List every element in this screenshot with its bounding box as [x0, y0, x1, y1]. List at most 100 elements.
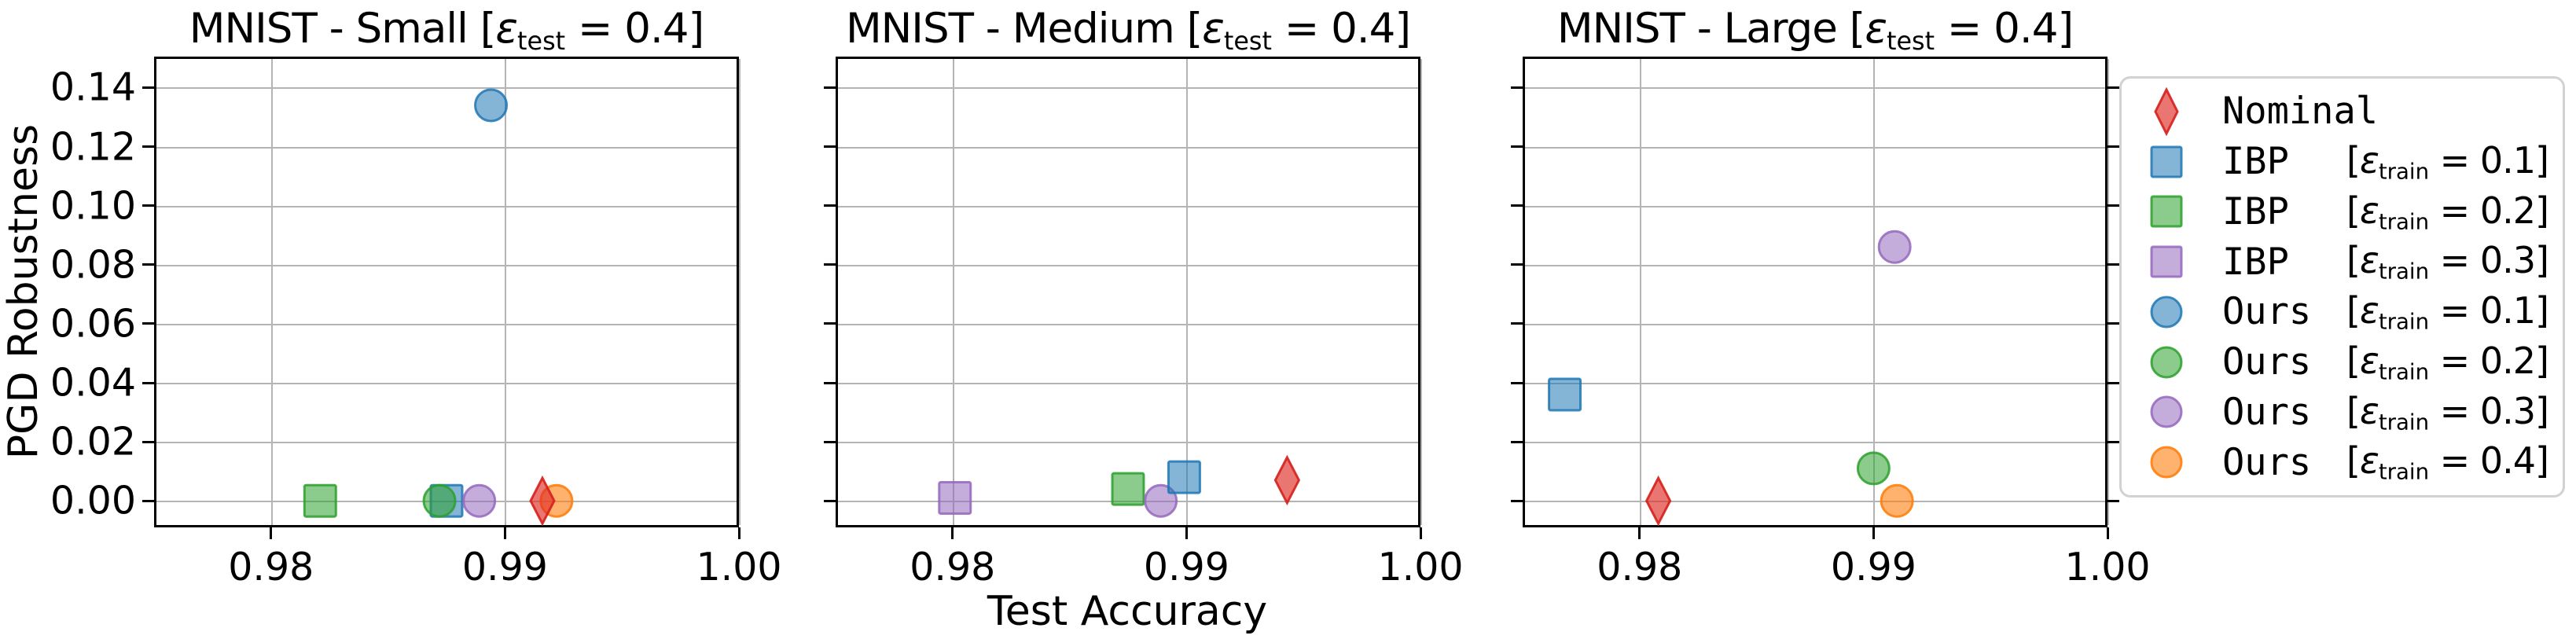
- x-tick-label: 0.99: [1830, 545, 1916, 589]
- gridline-horizontal: [156, 264, 737, 266]
- y-tick-mark: [824, 440, 836, 443]
- gridline-vertical: [505, 59, 507, 525]
- gridline-horizontal: [838, 87, 1418, 90]
- legend-label-epsilon: [εtrain = 0.3]: [2346, 389, 2549, 435]
- subplot-title-2: MNIST - Medium [εtest = 0.4]: [845, 5, 1411, 56]
- legend-item-ours_03: Ours [εtrain = 0.3]: [2122, 387, 2563, 438]
- plot-area-3: [1523, 57, 2109, 527]
- gridline-horizontal: [838, 146, 1418, 149]
- y-tick-mark: [824, 145, 836, 148]
- legend-label-epsilon: [εtrain = 0.3]: [2346, 239, 2549, 285]
- x-tick-label: 0.99: [461, 545, 548, 589]
- square-glyph: [2150, 245, 2183, 278]
- y-tick-mark: [142, 322, 154, 325]
- gridline-horizontal: [838, 442, 1418, 444]
- y-tick-mark: [824, 86, 836, 89]
- x-tick-label: 0.98: [910, 545, 996, 589]
- gridline-horizontal: [838, 501, 1418, 503]
- y-tick-label: 0.02: [50, 419, 136, 465]
- y-axis-label: PGD Robustness: [0, 123, 47, 460]
- legend: Nominal IBP [εtrain = 0.1] IBP [εtrain = 0.2…: [2119, 76, 2565, 498]
- y-tick-label: 0.00: [50, 478, 136, 523]
- y-tick-mark: [1511, 263, 1523, 266]
- gridline-horizontal: [1525, 87, 2105, 90]
- y-tick-mark-right: [2107, 499, 2119, 502]
- gridline-horizontal: [156, 442, 737, 444]
- gridline-horizontal: [838, 264, 1418, 266]
- y-tick-label: 0.08: [50, 242, 136, 288]
- square-glyph: [2150, 145, 2183, 178]
- y-tick-mark: [142, 86, 154, 89]
- x-tick-mark: [2106, 527, 2109, 539]
- x-tick-mark: [1419, 527, 1422, 539]
- y-tick-mark: [1511, 322, 1523, 325]
- x-tick-label: 0.99: [1143, 545, 1229, 589]
- subplot-title-1: MNIST - Small [εtest = 0.4]: [189, 5, 704, 56]
- y-tick-mark-right: [2107, 145, 2119, 148]
- legend-label-epsilon: [εtrain = 0.1]: [2346, 138, 2549, 185]
- gridline-horizontal: [156, 146, 737, 149]
- gridline-horizontal: [156, 87, 737, 90]
- gridline-horizontal: [156, 383, 737, 384]
- y-tick-mark-right: [2107, 204, 2119, 207]
- gridline-horizontal: [1525, 383, 2105, 384]
- square-icon: [2150, 245, 2183, 278]
- y-tick-mark: [142, 204, 154, 207]
- diamond-glyph: [2154, 86, 2179, 136]
- y-tick-mark: [142, 440, 154, 443]
- x-tick-mark: [503, 527, 506, 539]
- y-tick-mark-right: [2107, 381, 2119, 384]
- x-axis-label: Test Accuracy: [987, 588, 1268, 635]
- legend-label-epsilon: [εtrain = 0.4]: [2346, 439, 2549, 485]
- y-tick-mark: [142, 263, 154, 266]
- y-tick-mark: [1511, 145, 1523, 148]
- gridline-horizontal: [1525, 205, 2105, 207]
- legend-item-ibp_02: IBP [εtrain = 0.2]: [2122, 187, 2563, 237]
- legend-item-ibp_03: IBP [εtrain = 0.3]: [2122, 237, 2563, 287]
- square-icon: [2150, 145, 2183, 178]
- y-tick-mark: [1511, 499, 1523, 502]
- y-tick-mark: [824, 263, 836, 266]
- y-tick-mark: [824, 204, 836, 207]
- y-tick-mark: [824, 381, 836, 384]
- y-tick-mark: [142, 499, 154, 502]
- x-tick-mark: [1185, 527, 1188, 539]
- gridline-horizontal: [1525, 442, 2105, 444]
- x-tick-label: 0.98: [228, 545, 314, 589]
- plot-area-1: [154, 57, 740, 527]
- y-tick-mark: [142, 381, 154, 384]
- y-tick-label: 0.04: [50, 360, 136, 406]
- legend-item-ibp_01: IBP [εtrain = 0.1]: [2122, 137, 2563, 187]
- legend-label-name: IBP: [2222, 189, 2289, 233]
- diamond-icon: [2154, 86, 2179, 136]
- gridline-horizontal: [1525, 501, 2105, 503]
- gridline-horizontal: [1525, 323, 2105, 325]
- y-tick-label: 0.06: [50, 301, 136, 347]
- y-tick-mark: [824, 499, 836, 502]
- circle-icon: [2150, 296, 2183, 329]
- y-tick-label: 0.14: [50, 64, 136, 110]
- y-tick-mark: [1511, 204, 1523, 207]
- legend-label-name: IBP: [2222, 140, 2289, 184]
- circle-glyph: [2150, 395, 2183, 428]
- gridline-vertical: [1873, 59, 1876, 525]
- y-tick-label: 0.10: [50, 183, 136, 229]
- gridline-horizontal: [156, 205, 737, 207]
- legend-label-name: Ours: [2222, 440, 2312, 484]
- legend-label-name: Ours: [2222, 390, 2312, 434]
- square-glyph: [2150, 195, 2183, 228]
- x-tick-label: 1.00: [1377, 545, 1464, 589]
- gridline-vertical: [1639, 59, 1641, 525]
- x-tick-mark: [1872, 527, 1875, 539]
- legend-label-epsilon: [εtrain = 0.1]: [2346, 289, 2549, 335]
- x-tick-mark: [737, 527, 740, 539]
- legend-item-ours_01: Ours [εtrain = 0.1]: [2122, 287, 2563, 337]
- gridline-vertical: [952, 59, 954, 525]
- y-tick-mark: [1511, 440, 1523, 443]
- legend-label-name: Nominal: [2222, 90, 2379, 134]
- legend-label-epsilon: [εtrain = 0.2]: [2346, 189, 2549, 235]
- legend-label-epsilon: [εtrain = 0.2]: [2346, 339, 2549, 385]
- gridline-horizontal: [1525, 146, 2105, 149]
- circle-icon: [2150, 446, 2183, 479]
